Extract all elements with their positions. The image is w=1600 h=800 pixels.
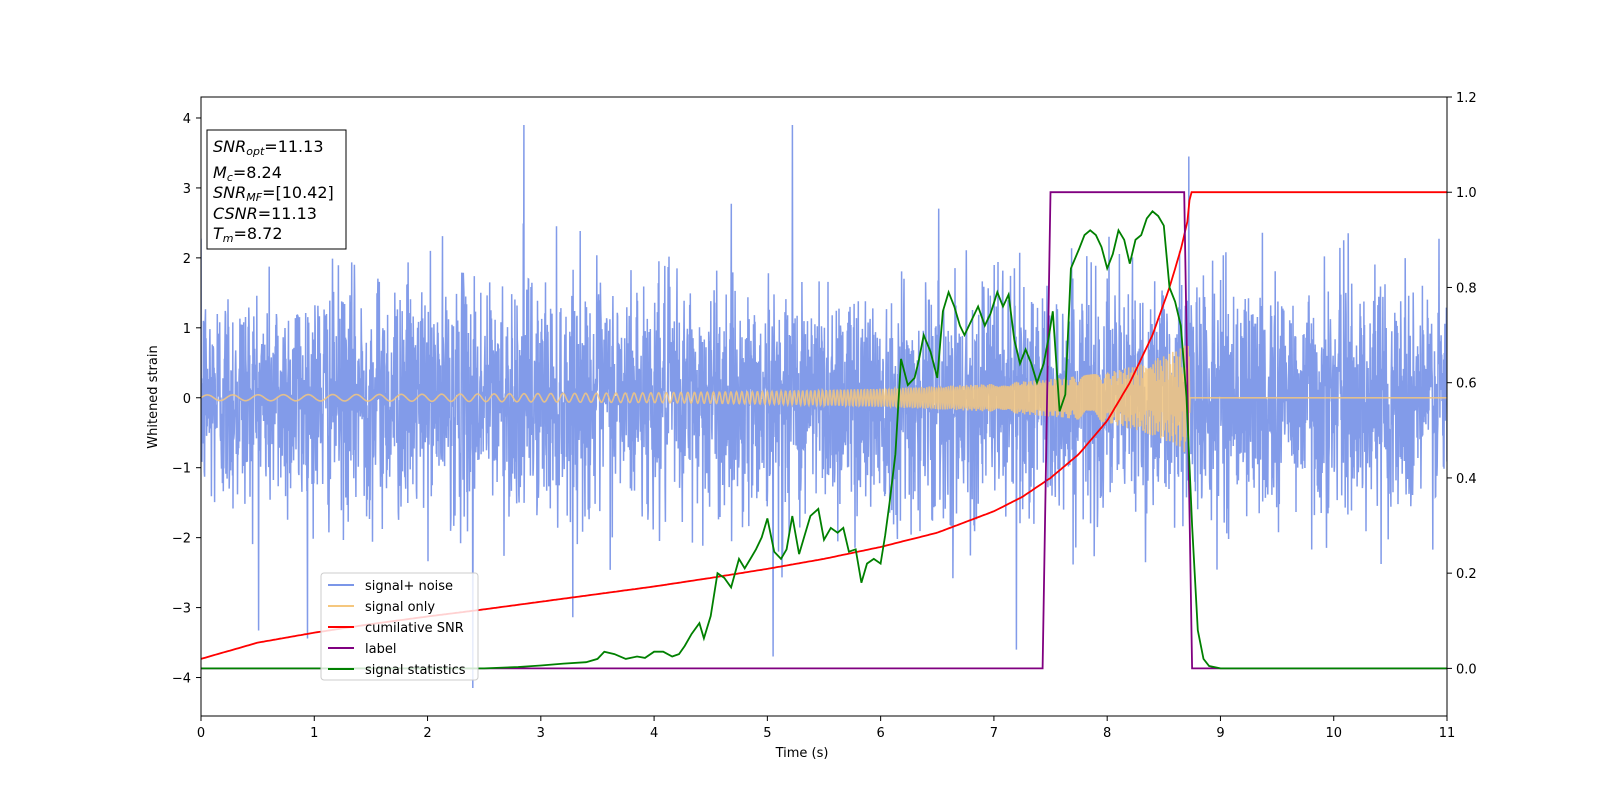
- series-signal-statistics: [201, 210, 1447, 670]
- x-tick-label: 11: [1439, 726, 1456, 741]
- y-right-tick-label: 0.8: [1456, 281, 1477, 296]
- axes: 0 1 2 3 4 5 6 7 8 9 10 11 −4 −3 −2 −1 0 1 2 3 4 0.0 0.2 0.4 0.6 0…: [172, 91, 1477, 741]
- x-tick-label: 10: [1325, 726, 1342, 741]
- info-snr-mf: SNRMF=[10.42]: [213, 183, 334, 204]
- y-axis-label: Whitened strain: [146, 345, 161, 448]
- legend-label-signal-statistics: signal statistics: [365, 663, 466, 678]
- y-left-tick-label: 3: [183, 182, 191, 197]
- y-left-tick-label: 0: [183, 392, 191, 407]
- legend: signal+ noise signal only cumilative SNR…: [320, 572, 479, 681]
- y-right-tick-label: 1.0: [1456, 186, 1477, 201]
- x-tick-label: 8: [1103, 726, 1111, 741]
- legend-label-signal-noise: signal+ noise: [365, 579, 453, 594]
- y-right-tick-label: 0.2: [1456, 567, 1477, 582]
- y-left-tick-label: −1: [172, 462, 191, 477]
- legend-label-label: label: [365, 642, 396, 657]
- x-tick-label: 7: [990, 726, 998, 741]
- y-right-tick-label: 0.6: [1456, 377, 1477, 392]
- x-tick-label: 1: [310, 726, 318, 741]
- x-tick-label: 9: [1216, 726, 1224, 741]
- y-left-tick-label: 1: [183, 322, 191, 337]
- info-box: SNRopt=11.13 Mc=8.24 SNRMF=[10.42] CSNR=…: [206, 129, 347, 250]
- plot-frame: [200, 96, 1448, 717]
- y-left-tick-label: −4: [172, 672, 191, 687]
- series-signal-noise: [201, 124, 1447, 689]
- info-csnr: CSNR=11.13: [213, 204, 317, 223]
- y-right-tick-label: 1.2: [1456, 91, 1477, 106]
- x-tick-label: 0: [197, 726, 205, 741]
- y-right-tick-label: 0.4: [1456, 472, 1477, 487]
- y-left-tick-label: −2: [172, 532, 191, 547]
- x-tick-label: 3: [537, 726, 545, 741]
- y-left-tick-label: 4: [183, 112, 191, 127]
- legend-label-cumulative-snr: cumilative SNR: [365, 621, 464, 636]
- y-left-tick-label: −3: [172, 602, 191, 617]
- info-snr-opt: SNRopt=11.13: [213, 137, 324, 158]
- x-axis-label: Time (s): [775, 746, 829, 761]
- x-tick-label: 2: [423, 726, 431, 741]
- x-tick-label: 4: [650, 726, 658, 741]
- y-left-tick-label: 2: [183, 252, 191, 267]
- series-signal-only: [201, 345, 1447, 457]
- legend-label-signal-only: signal only: [365, 600, 435, 615]
- x-tick-label: 5: [763, 726, 771, 741]
- info-mc: Mc=8.24: [213, 163, 282, 184]
- y-right-tick-label: 0.0: [1456, 662, 1477, 677]
- x-tick-label: 6: [876, 726, 884, 741]
- info-tm: Tm=8.72: [213, 224, 283, 245]
